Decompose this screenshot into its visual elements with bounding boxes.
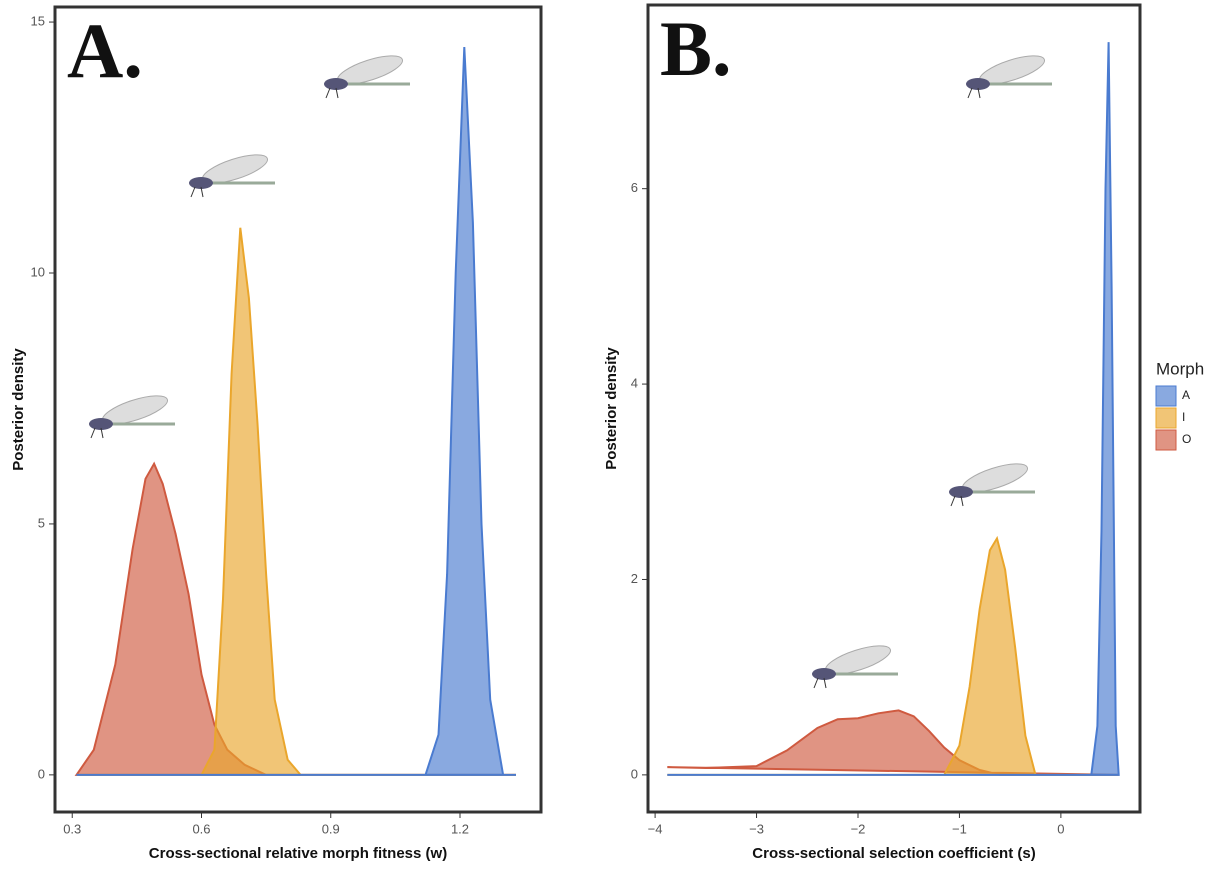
y-tick-label: 10 [31,264,45,279]
panel-letter: A. [67,7,143,94]
x-tick-label: 0.6 [192,821,210,836]
density-area [667,42,1120,776]
legend-swatch [1155,407,1177,429]
y-tick-label: 4 [631,376,638,391]
density-area [76,227,516,776]
legend-label: A [1182,388,1190,402]
legend-swatch [1155,429,1177,451]
x-tick-label: 0 [1057,821,1064,836]
x-axis-label: Cross-sectional relative morph fitness (… [149,845,447,862]
legend-swatch [1155,385,1177,407]
density-area [667,709,1119,776]
x-axis-label: Cross-sectional selection coefficient (s… [752,845,1035,862]
dragonfly [964,48,1054,100]
plot-frame [53,5,543,814]
legend-title: Morph [1156,359,1204,378]
y-axis-label: Posterior density [10,348,27,471]
legend-label: O [1182,432,1191,446]
y-tick-label: 2 [631,571,638,586]
density-area [76,47,516,776]
x-tick-label: −4 [648,821,663,836]
x-tick-label: 1.2 [451,821,469,836]
x-tick-label: 0.3 [63,821,81,836]
dragonfly [87,388,177,440]
dragonfly [810,638,900,690]
panel-letter: B. [660,5,732,92]
y-tick-label: 6 [631,180,638,195]
y-axis-label: Posterior density [603,347,620,470]
legend-label: I [1182,410,1185,424]
x-tick-label: −2 [851,821,866,836]
x-tick-label: −1 [952,821,967,836]
y-tick-label: 5 [38,515,45,530]
plot-frame [646,3,1142,814]
y-tick-label: 0 [38,766,45,781]
dragonfly [322,48,412,100]
x-tick-label: 0.9 [322,821,340,836]
dragonfly [947,456,1037,508]
y-tick-label: 15 [31,13,45,28]
x-tick-label: −3 [749,821,764,836]
y-tick-label: 0 [631,766,638,781]
dragonfly [187,147,277,199]
